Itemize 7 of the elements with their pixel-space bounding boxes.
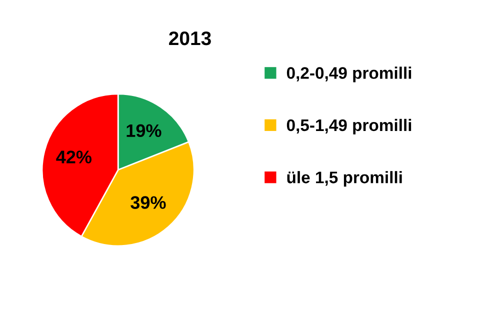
legend-label: üle 1,5 promilli [287,171,402,187]
data-label: 39% [130,196,166,209]
data-label: 42% [56,150,92,164]
legend-label: 0,5-1,49 promilli [286,118,412,134]
chart-title: 2013 [169,31,211,46]
legend-label: 0,2-0,49 promilli [286,66,412,82]
data-label: 19% [126,124,162,138]
